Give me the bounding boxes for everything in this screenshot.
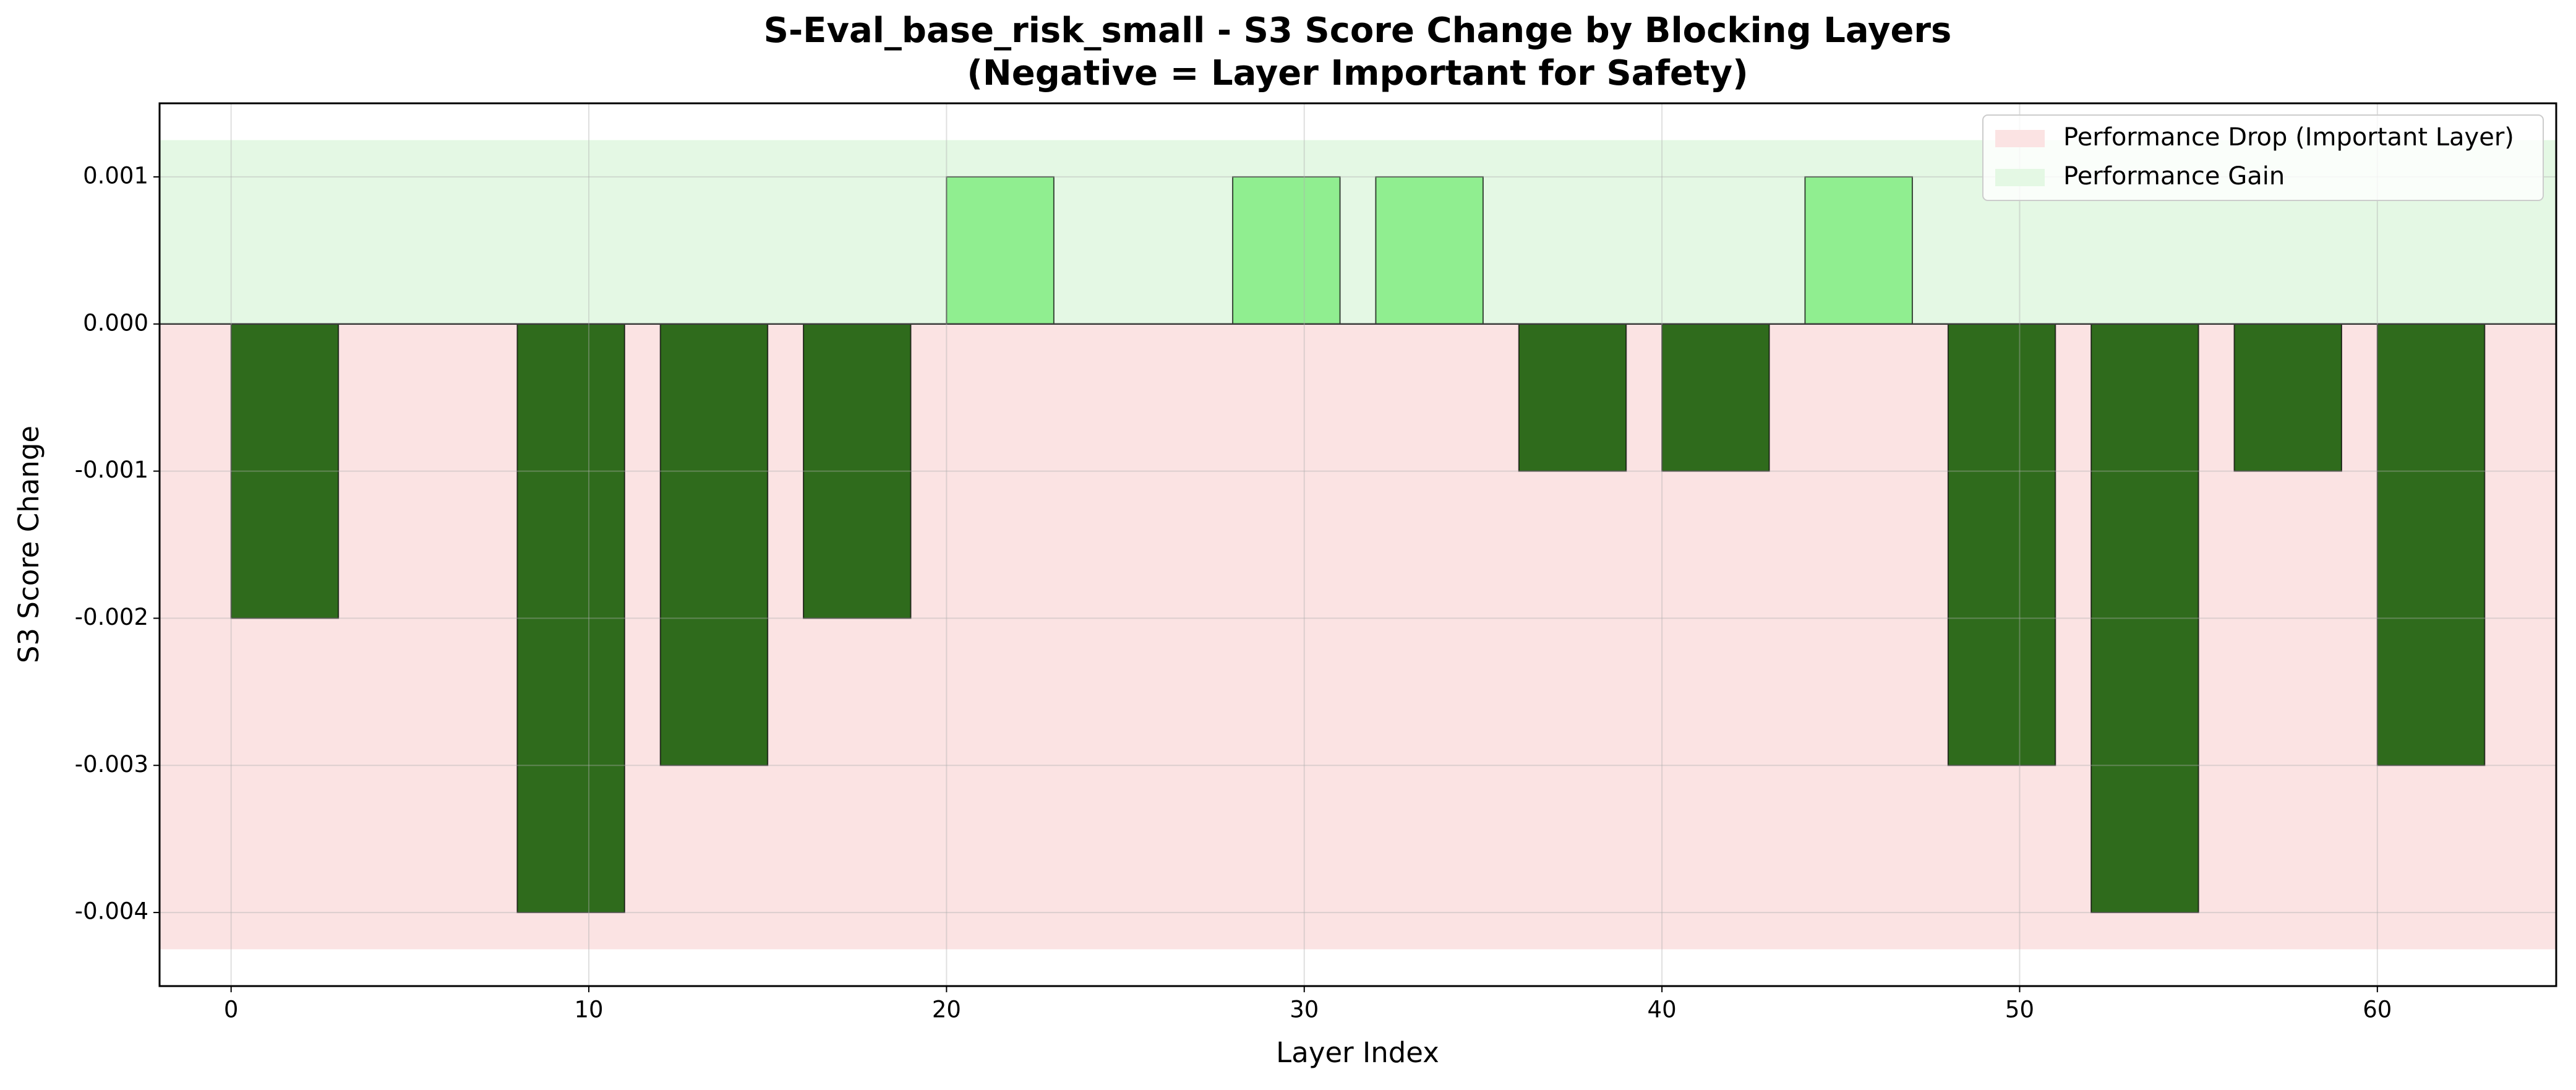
legend-label: Performance Drop (Important Layer) bbox=[2063, 123, 2514, 152]
bar bbox=[946, 176, 1055, 325]
chart-subtitle: (Negative = Layer Important for Safety) bbox=[967, 53, 1748, 93]
y-tick-label: -0.001 bbox=[75, 457, 148, 483]
plot-frame bbox=[158, 102, 2557, 987]
y-tick-label: 0.001 bbox=[83, 162, 148, 189]
y-tick-label: -0.002 bbox=[75, 604, 148, 630]
chart-title: S-Eval_base_risk_small - S3 Score Change… bbox=[764, 11, 1952, 51]
x-tick-label: 20 bbox=[932, 997, 961, 1023]
legend-swatch bbox=[1995, 130, 2045, 147]
x-tick-label: 40 bbox=[1648, 997, 1677, 1023]
y-tick-label: -0.003 bbox=[75, 751, 148, 778]
x-tick-label: 0 bbox=[224, 997, 239, 1023]
y-axis-label: S3 Score Change bbox=[12, 426, 45, 663]
legend-swatch bbox=[1995, 169, 2045, 186]
x-tick-label: 30 bbox=[1290, 997, 1319, 1023]
bar bbox=[516, 323, 625, 914]
x-tick-label: 10 bbox=[574, 997, 603, 1023]
x-tick-label: 60 bbox=[2363, 997, 2392, 1023]
y-tick-label: 0.000 bbox=[83, 309, 148, 336]
y-tick-label: -0.004 bbox=[75, 898, 148, 925]
bar bbox=[230, 323, 340, 619]
bar bbox=[1232, 176, 1341, 325]
bar bbox=[2090, 323, 2199, 914]
bar bbox=[1661, 323, 1770, 472]
bar bbox=[2233, 323, 2342, 472]
x-tick-label: 50 bbox=[2005, 997, 2034, 1023]
bar bbox=[1804, 176, 1913, 325]
legend-label: Performance Gain bbox=[2063, 162, 2285, 191]
bar bbox=[2376, 323, 2486, 766]
bar bbox=[1947, 323, 2056, 766]
bar bbox=[1518, 323, 1627, 472]
bar bbox=[1375, 176, 1484, 325]
legend-box bbox=[1982, 114, 2544, 201]
bar bbox=[803, 323, 912, 619]
x-axis-label: Layer Index bbox=[1276, 1036, 1439, 1069]
bar bbox=[659, 323, 769, 766]
